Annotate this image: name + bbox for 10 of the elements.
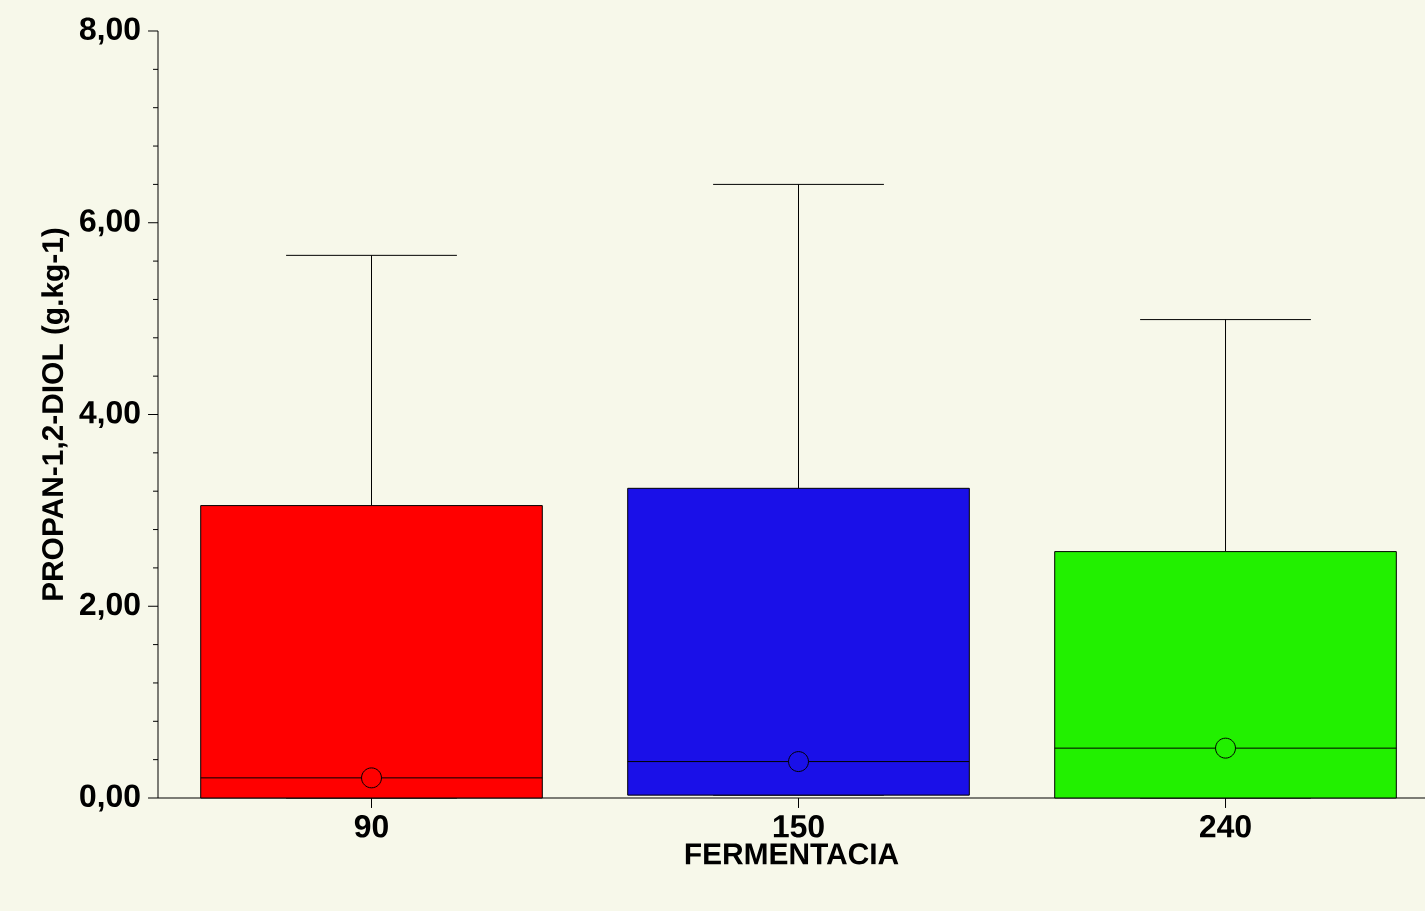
x-axis-title: FERMENTACIA bbox=[685, 843, 899, 865]
x-tick-label: 90 bbox=[354, 815, 388, 838]
x-tick-label: 240 bbox=[1200, 815, 1251, 838]
y-tick-label: 8,00 bbox=[79, 17, 140, 45]
x-tick-label: 150 bbox=[773, 815, 824, 838]
y-tick-label: 6,00 bbox=[80, 209, 140, 237]
y-tick-label: 0,00 bbox=[80, 784, 140, 812]
y-tick-label: 4,00 bbox=[79, 400, 140, 429]
y-axis-title: PROPAN-1,2-DIOL (g.kg-1) bbox=[41, 228, 70, 600]
y-tick-label: 2,00 bbox=[80, 592, 140, 620]
